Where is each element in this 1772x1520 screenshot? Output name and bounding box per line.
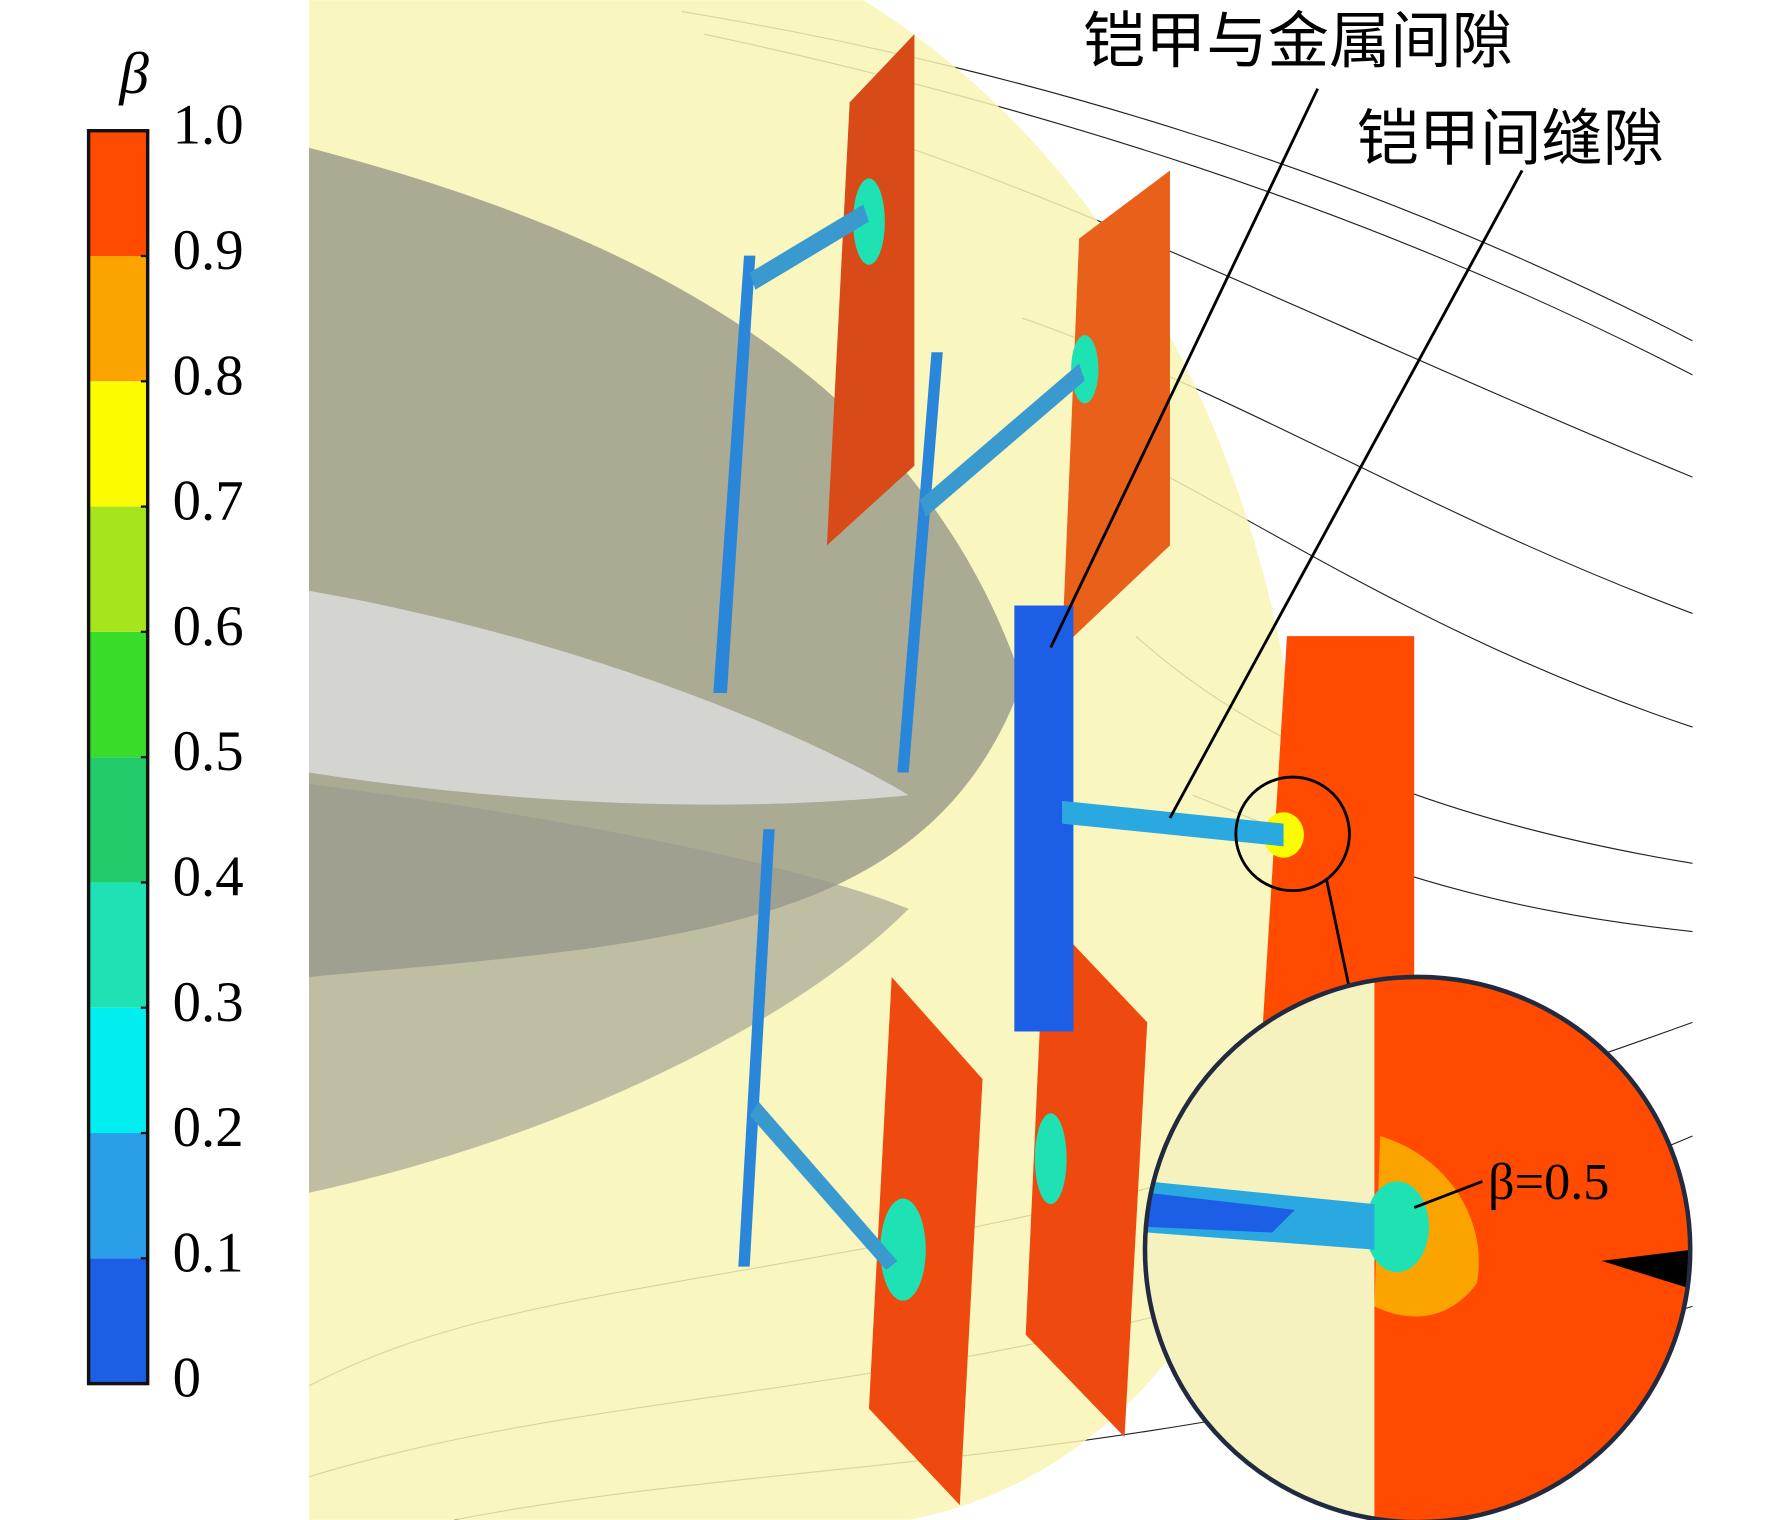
annotation: β=0.5: [1488, 1153, 1609, 1211]
inner-surface: [308, 590, 909, 805]
colorbar-band: [88, 256, 148, 382]
tick-label: 0.4: [173, 845, 244, 908]
tick-label: 0.9: [173, 219, 244, 282]
colorbar-band: [88, 757, 148, 883]
tick-label: 0.7: [173, 470, 244, 533]
tick-label: 0.2: [173, 1096, 244, 1159]
scene: [308, 0, 1772, 1520]
tick-label: 0.5: [173, 720, 244, 783]
colorbar-band: [88, 506, 148, 632]
gaps: [713, 204, 1284, 1271]
colorbar-band: [88, 882, 148, 1008]
leader-line: [1049, 88, 1319, 649]
annotation: 铠甲与金属间隙: [1084, 8, 1513, 76]
colorbar-band: [88, 381, 148, 507]
colorbar-band: [88, 1258, 148, 1384]
colorbar-band: [88, 1133, 148, 1259]
colorbar-band: [88, 1007, 148, 1134]
tick-label: 0.6: [173, 595, 244, 658]
tick-label: 0: [173, 1347, 201, 1410]
tick-label: 1.0: [173, 94, 244, 157]
colorbar-band: [88, 130, 148, 257]
colorbar: 0 0.1 0.2 0.3 0.4 0.5 0.6 0.7 0.8 0.9 1.0: [86, 94, 244, 1410]
tick-label: 0.3: [173, 971, 244, 1034]
leader-line: [1168, 169, 1524, 819]
annotation: 铠甲间缝隙: [1357, 106, 1664, 174]
tick-label: 0.8: [173, 344, 244, 407]
colorbar-label: β: [118, 40, 149, 106]
tick-label: 0.1: [173, 1221, 244, 1284]
contour-slices: [826, 34, 1415, 1506]
cable-core-lower: [308, 783, 909, 1193]
colorbar-band: [88, 631, 148, 758]
